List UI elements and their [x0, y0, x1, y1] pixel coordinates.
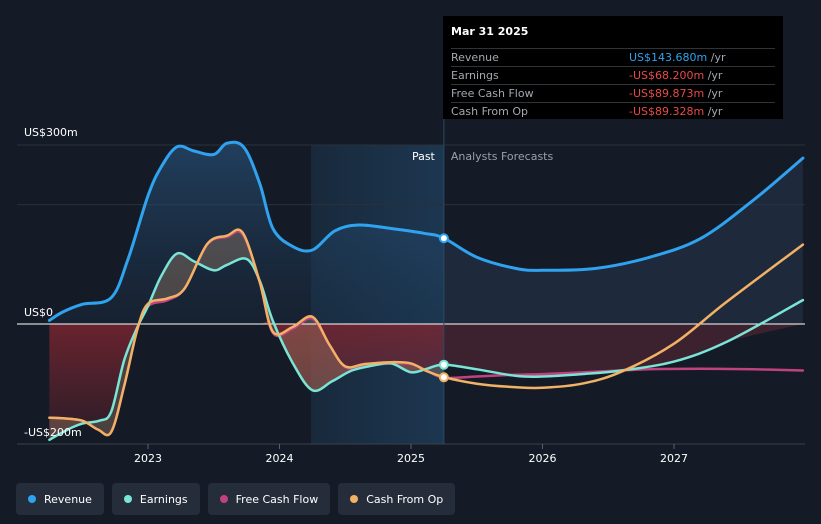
series-line-cash-from-op: [48, 228, 805, 437]
series-line-earnings: [48, 251, 805, 442]
series-lines: [47, 140, 805, 442]
x-tick-label: 2026: [529, 452, 557, 465]
legend-item-revenue[interactable]: Revenue: [16, 483, 104, 515]
legend-item-cash-from-op[interactable]: Cash From Op: [338, 483, 456, 515]
tooltip-row-cash-from-op: Cash From Op -US$89.328m /yr: [451, 103, 775, 120]
tooltip-label: Free Cash Flow: [451, 87, 534, 100]
past-label: Past: [412, 150, 436, 163]
tooltip-value: US$143.680m: [629, 51, 708, 64]
tooltip-unit: /yr: [707, 69, 723, 82]
data-tooltip: Mar 31 2025 Revenue US$143.680m /yr Earn…: [443, 16, 783, 119]
highlight-dot-revenue: [438, 233, 449, 244]
earnings-forecast-negative-fill: [443, 324, 803, 377]
tooltip-row-free-cash-flow: Free Cash Flow -US$89.873m /yr: [451, 85, 775, 103]
highlight-dots: [438, 233, 449, 383]
x-tick-label: 2027: [660, 452, 688, 465]
legend-item-earnings[interactable]: Earnings: [111, 483, 200, 515]
highlight-dot-cash-from-op: [438, 372, 449, 383]
tooltip-unit: /yr: [710, 51, 726, 64]
tooltip-date: Mar 31 2025: [451, 24, 775, 49]
legend-dot-icon: [350, 495, 359, 503]
legend-item-free-cash-flow[interactable]: Free Cash Flow: [207, 483, 331, 515]
legend-label: Cash From Op: [366, 492, 444, 506]
tooltip-label: Earnings: [451, 69, 499, 82]
tooltip-value: -US$68.200m: [629, 69, 705, 82]
forecast-label: Analysts Forecasts: [451, 150, 554, 163]
x-axis-ticks: 2023 2024 2025 2026 2027: [134, 444, 688, 465]
legend-dot-icon: [28, 495, 36, 503]
tooltip-label: Revenue: [451, 51, 499, 64]
x-tick-label: 2025: [397, 452, 425, 465]
revenue-forecast-fill: [443, 158, 803, 324]
legend-dot-icon: [123, 495, 132, 503]
x-tick-label: 2023: [134, 452, 162, 465]
earnings-negative-fill: [49, 321, 444, 440]
y-axis-label-bottom: -US$200m: [24, 426, 82, 439]
tooltip-unit: /yr: [707, 87, 723, 100]
highlight-dot-earnings: [438, 359, 449, 370]
legend-label: Revenue: [44, 492, 92, 506]
tooltip-label: Cash From Op: [451, 105, 529, 118]
tooltip-value: -US$89.873m: [629, 87, 705, 100]
series-line-revenue: [47, 140, 805, 322]
y-axis-label-top: US$300m: [24, 126, 78, 139]
tooltip-row-earnings: Earnings -US$68.200m /yr: [451, 67, 775, 85]
chart-legend: Revenue Earnings Free Cash Flow Cash Fro…: [16, 483, 456, 515]
tooltip-value: -US$89.328m: [629, 105, 705, 118]
y-axis-label-zero: US$0: [24, 306, 53, 319]
forecast-fills: [443, 158, 803, 377]
revenue-area-fill: [49, 142, 444, 324]
legend-dot-icon: [219, 495, 228, 503]
tooltip-row-revenue: Revenue US$143.680m /yr: [451, 49, 775, 67]
legend-label: Free Cash Flow: [235, 492, 319, 506]
legend-label: Earnings: [139, 492, 188, 506]
x-tick-label: 2024: [266, 452, 294, 465]
tooltip-unit: /yr: [707, 105, 723, 118]
historical-fills: [49, 142, 444, 440]
